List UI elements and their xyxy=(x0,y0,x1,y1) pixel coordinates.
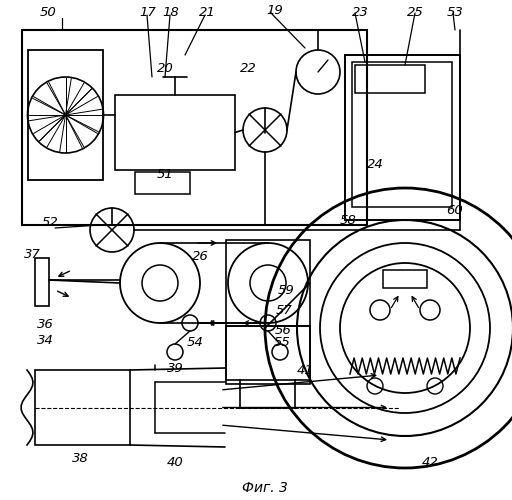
Text: 58: 58 xyxy=(339,214,356,226)
Text: 26: 26 xyxy=(191,250,208,264)
Text: 25: 25 xyxy=(407,6,423,20)
Text: 42: 42 xyxy=(421,456,438,468)
Bar xyxy=(35,258,49,306)
Text: 50: 50 xyxy=(39,6,56,20)
Text: 55: 55 xyxy=(273,336,290,348)
Bar xyxy=(352,62,452,207)
Bar xyxy=(226,240,310,326)
Text: 18: 18 xyxy=(163,6,179,20)
Text: 60: 60 xyxy=(446,204,463,216)
Text: 52: 52 xyxy=(41,216,58,230)
Text: 17: 17 xyxy=(140,6,156,20)
Text: 59: 59 xyxy=(278,284,294,296)
Text: 22: 22 xyxy=(240,62,257,74)
Bar xyxy=(226,326,310,384)
Text: 51: 51 xyxy=(157,168,174,181)
Bar xyxy=(35,370,130,445)
Bar xyxy=(28,50,103,180)
Text: 40: 40 xyxy=(166,456,183,468)
Text: 19: 19 xyxy=(267,4,283,16)
Text: 20: 20 xyxy=(157,62,174,74)
Text: 54: 54 xyxy=(187,336,203,348)
Bar xyxy=(345,55,460,220)
Bar xyxy=(135,172,190,194)
Text: 24: 24 xyxy=(367,158,383,172)
Text: 34: 34 xyxy=(37,334,53,346)
Text: 21: 21 xyxy=(199,6,216,20)
Bar xyxy=(383,270,427,288)
Bar xyxy=(355,65,425,93)
Text: 37: 37 xyxy=(24,248,40,262)
Text: 41: 41 xyxy=(296,364,313,376)
Bar xyxy=(115,95,235,170)
Text: 57: 57 xyxy=(275,304,292,316)
Text: Фиг. 3: Фиг. 3 xyxy=(242,481,288,495)
Text: 56: 56 xyxy=(274,324,291,336)
Text: 23: 23 xyxy=(352,6,368,20)
Text: 36: 36 xyxy=(37,318,53,332)
Text: 53: 53 xyxy=(446,6,463,20)
Text: 38: 38 xyxy=(72,452,89,464)
Bar xyxy=(22,30,367,225)
Text: 39: 39 xyxy=(166,362,183,374)
